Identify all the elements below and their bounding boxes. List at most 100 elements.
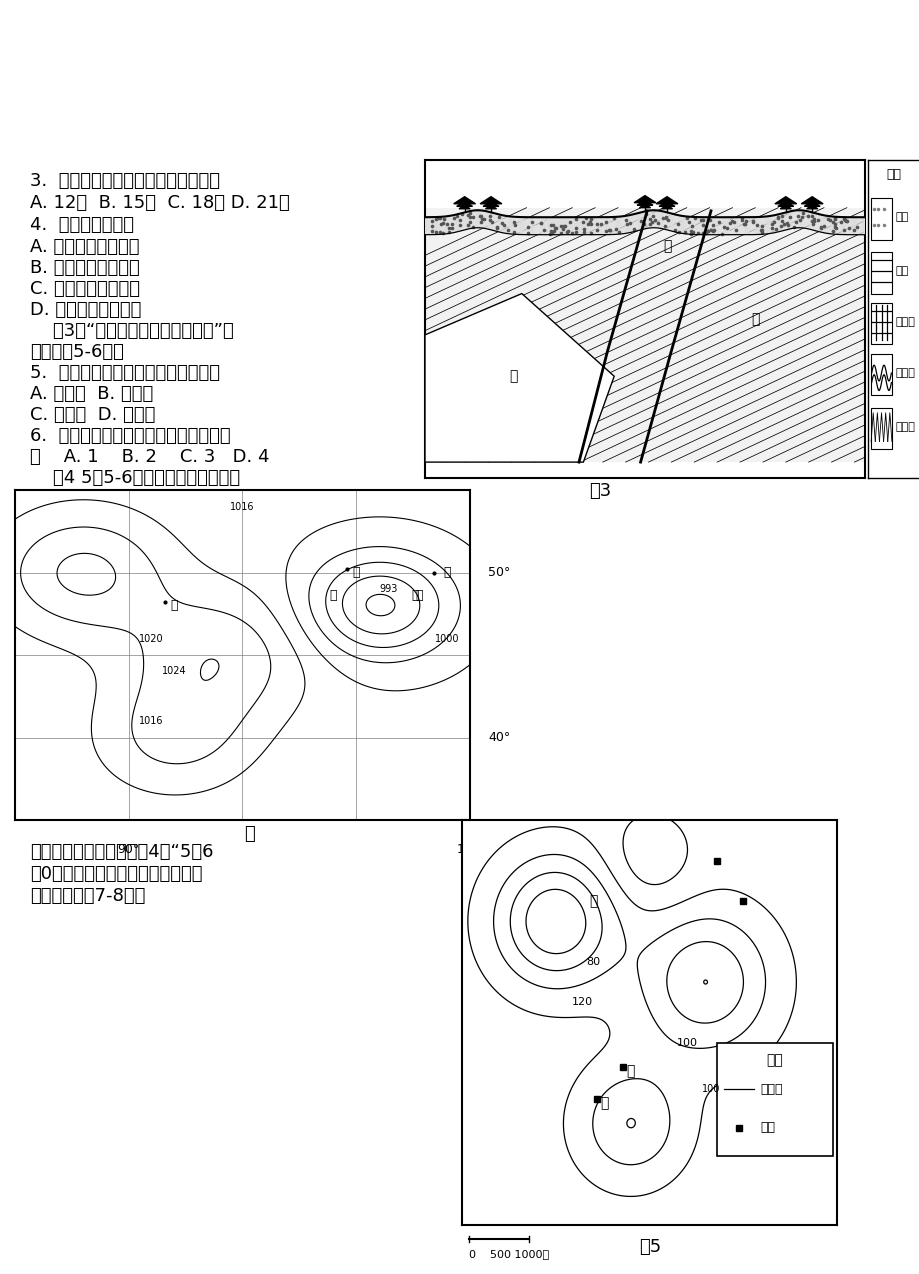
Polygon shape	[835, 217, 836, 234]
Polygon shape	[592, 218, 593, 234]
Polygon shape	[641, 211, 642, 229]
Polygon shape	[543, 218, 545, 234]
Polygon shape	[628, 215, 629, 233]
Polygon shape	[713, 218, 714, 234]
Polygon shape	[858, 218, 859, 234]
Text: 页岩: 页岩	[894, 266, 907, 276]
Polygon shape	[818, 214, 819, 232]
Polygon shape	[643, 211, 645, 229]
Polygon shape	[432, 217, 434, 234]
Bar	[716, 1042, 833, 1156]
Polygon shape	[606, 217, 607, 234]
Polygon shape	[725, 218, 726, 234]
Polygon shape	[510, 217, 512, 234]
Polygon shape	[850, 217, 851, 234]
Polygon shape	[799, 210, 800, 228]
Polygon shape	[770, 215, 772, 233]
Text: A. 日出同为东南方向: A. 日出同为东南方向	[30, 238, 140, 256]
Polygon shape	[507, 217, 508, 233]
Polygon shape	[714, 218, 715, 234]
Polygon shape	[801, 210, 802, 228]
Text: 50°: 50°	[488, 566, 510, 578]
Polygon shape	[665, 213, 667, 231]
Polygon shape	[435, 217, 436, 234]
Polygon shape	[767, 217, 768, 233]
Polygon shape	[769, 215, 770, 233]
Polygon shape	[598, 218, 600, 234]
Polygon shape	[820, 214, 821, 232]
Polygon shape	[576, 218, 578, 234]
Polygon shape	[837, 217, 839, 234]
Polygon shape	[425, 293, 614, 462]
Polygon shape	[846, 217, 847, 234]
Polygon shape	[735, 218, 736, 234]
Polygon shape	[429, 217, 430, 234]
Text: 1024: 1024	[162, 666, 187, 676]
Polygon shape	[602, 217, 603, 234]
Polygon shape	[442, 217, 443, 234]
Polygon shape	[450, 215, 451, 233]
Polygon shape	[535, 218, 536, 234]
Polygon shape	[642, 211, 643, 229]
Polygon shape	[764, 217, 765, 234]
Polygon shape	[758, 217, 759, 234]
Polygon shape	[459, 205, 470, 209]
Polygon shape	[476, 210, 477, 228]
Polygon shape	[530, 218, 531, 234]
Polygon shape	[496, 214, 497, 232]
Polygon shape	[685, 217, 686, 234]
Polygon shape	[638, 213, 640, 231]
Text: 乙: 乙	[329, 589, 337, 603]
Polygon shape	[490, 211, 491, 229]
Polygon shape	[505, 215, 506, 233]
Text: 丙: 丙	[750, 312, 758, 326]
Polygon shape	[676, 215, 678, 233]
Text: 甲: 甲	[626, 1064, 634, 1078]
Polygon shape	[774, 196, 796, 204]
Polygon shape	[776, 214, 777, 232]
Polygon shape	[491, 213, 492, 231]
Text: 1020: 1020	[139, 633, 164, 643]
Polygon shape	[662, 211, 663, 229]
Polygon shape	[484, 211, 485, 228]
Polygon shape	[645, 211, 646, 228]
Polygon shape	[692, 217, 693, 234]
Polygon shape	[753, 217, 754, 234]
Polygon shape	[518, 217, 519, 234]
Polygon shape	[704, 217, 706, 234]
Polygon shape	[657, 210, 658, 228]
Polygon shape	[553, 218, 554, 234]
Polygon shape	[564, 218, 565, 234]
Polygon shape	[636, 200, 652, 205]
Polygon shape	[806, 205, 817, 209]
Polygon shape	[674, 214, 675, 232]
Polygon shape	[812, 213, 813, 231]
Polygon shape	[695, 217, 696, 234]
Polygon shape	[630, 214, 631, 232]
Polygon shape	[839, 217, 840, 234]
Polygon shape	[624, 215, 625, 233]
Text: 甲: 甲	[352, 566, 359, 578]
Polygon shape	[768, 217, 769, 233]
Polygon shape	[633, 214, 634, 232]
Polygon shape	[744, 218, 745, 234]
Polygon shape	[845, 217, 846, 234]
Polygon shape	[580, 218, 581, 234]
Polygon shape	[623, 217, 624, 233]
Polygon shape	[712, 218, 713, 234]
Polygon shape	[777, 201, 793, 206]
Text: 100: 100	[701, 1084, 720, 1094]
Text: 丙: 丙	[600, 1097, 608, 1111]
Polygon shape	[808, 211, 809, 229]
Polygon shape	[445, 217, 446, 234]
Polygon shape	[774, 215, 775, 233]
Polygon shape	[729, 218, 730, 234]
Polygon shape	[723, 218, 724, 234]
Polygon shape	[653, 210, 654, 228]
Polygon shape	[587, 218, 589, 234]
Polygon shape	[446, 217, 447, 234]
Polygon shape	[559, 218, 560, 234]
Polygon shape	[584, 218, 585, 234]
Text: 图3为“某地区的地质剖面示意图”。: 图3为“某地区的地质剖面示意图”。	[30, 322, 233, 340]
Polygon shape	[635, 214, 636, 231]
